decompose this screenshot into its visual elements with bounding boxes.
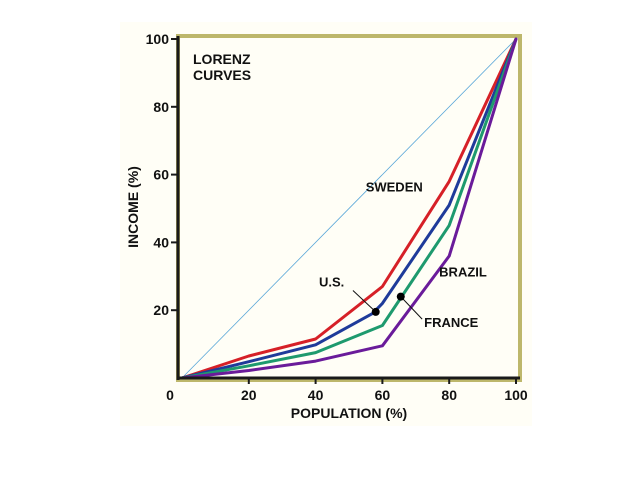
annotation-brazil: BRAZIL [439,264,487,279]
equality-line [181,38,517,379]
y-tick-label-80: 80 [153,99,169,115]
series-line-france [180,37,518,380]
y-tick-label-60: 60 [153,167,169,183]
y-axis-title: INCOME (%) [125,166,141,248]
annotation-sweden: SWEDEN [366,180,423,195]
x-tick-label-0: 0 [166,387,174,403]
x-tick-label-20: 20 [241,387,257,403]
annotation-dot-france [396,292,405,301]
series-line-sweden [180,37,518,380]
x-axis-title: POPULATION (%) [291,405,407,421]
x-tick-label-40: 40 [308,387,324,403]
annotation-layer: SWEDEN BRAZIL U.S. FRANCE [319,180,487,331]
y-tick-label-100: 100 [146,31,170,47]
x-tick-label-60: 60 [375,387,391,403]
tick-layer: 0 20 40 60 80 100 20 40 60 80 100 [146,31,528,403]
x-tick-label-80: 80 [441,387,457,403]
chart-title-line-2: CURVES [193,67,251,83]
x-tick-label-100: 100 [504,387,528,403]
outer-frame [120,22,532,426]
annotation-dot-us [371,307,380,316]
annotation-france: FRANCE [424,315,478,330]
annotation-us: U.S. [319,274,344,289]
series-line-brazil [180,37,518,380]
chart-title-line-1: LORENZ [193,51,251,67]
annotation-leader-us [352,290,377,313]
y-tick-label-20: 20 [153,302,169,318]
annotation-leader-france [400,296,423,320]
y-tick-label-40: 40 [153,234,169,250]
